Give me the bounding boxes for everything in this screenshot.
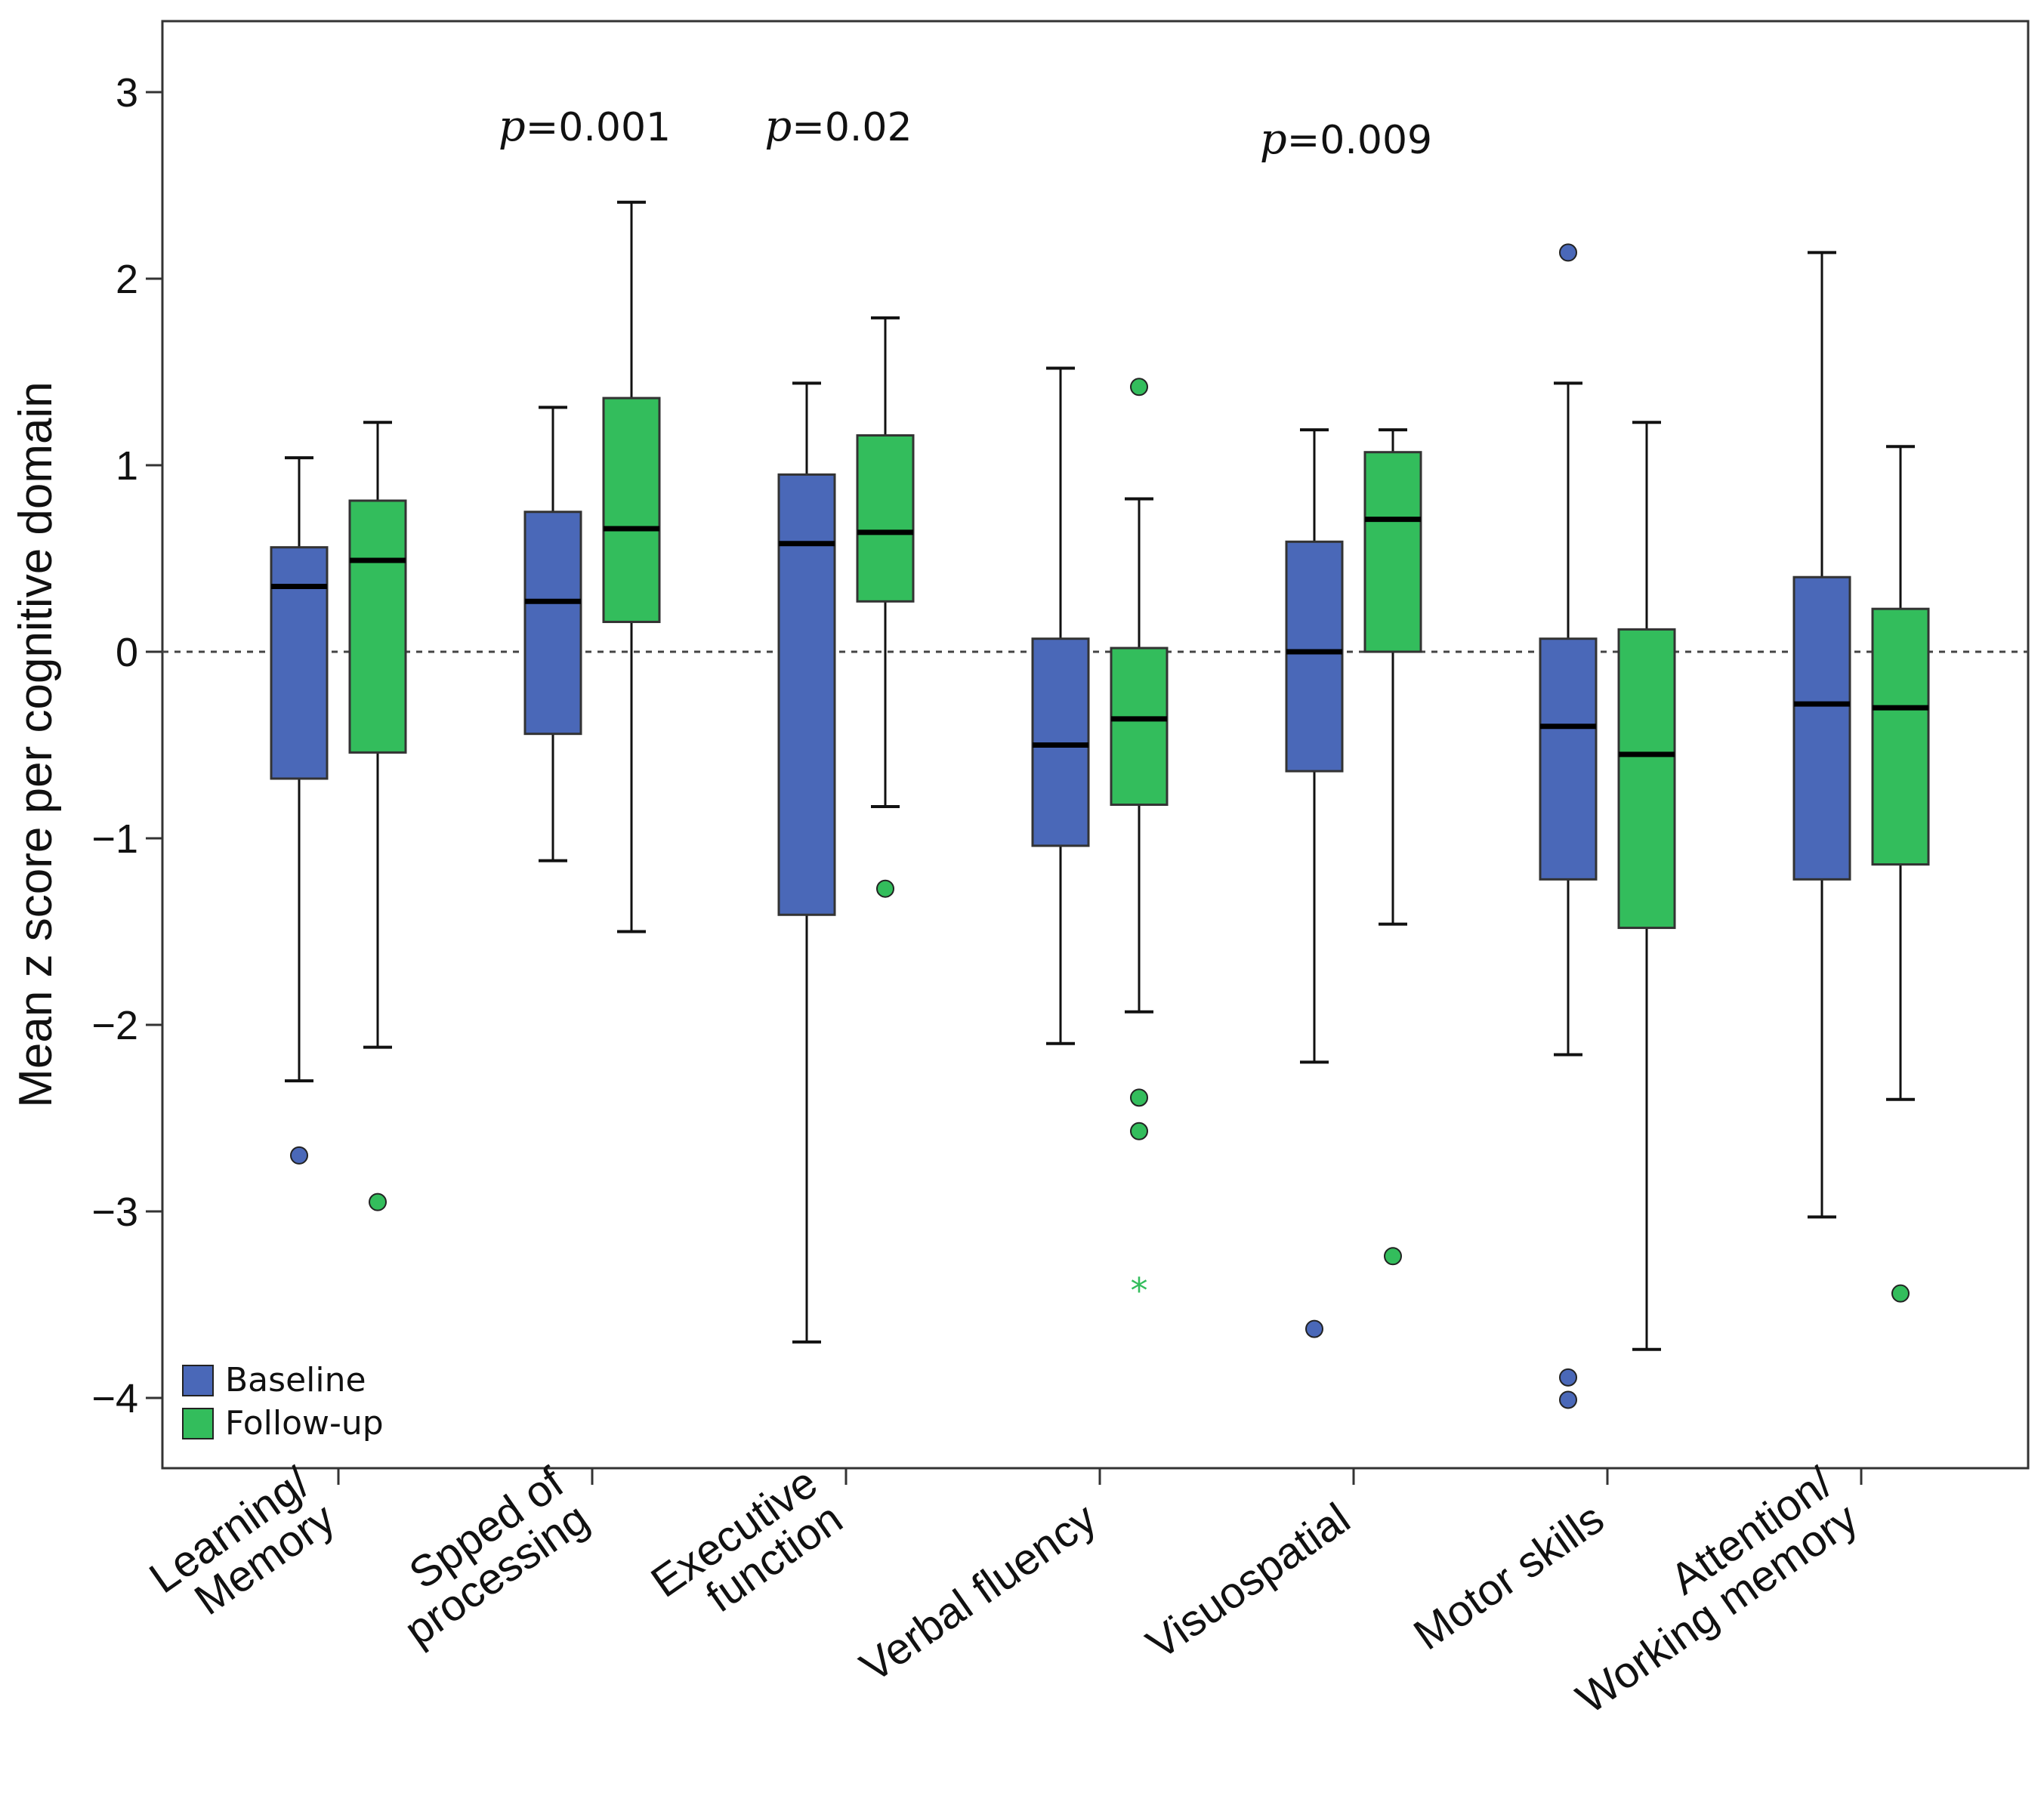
box-iqr bbox=[270, 546, 329, 780]
outlier-point bbox=[1559, 243, 1577, 262]
x-tick-label-group: Visuospatial bbox=[1138, 1494, 1359, 1669]
box-followup-6 bbox=[1871, 445, 1930, 1303]
box-iqr bbox=[348, 499, 407, 754]
x-tick-label: Motor skills bbox=[1405, 1494, 1613, 1660]
p-value-annotation: p=0.001 bbox=[499, 102, 671, 151]
extreme-point: * bbox=[1131, 1270, 1148, 1311]
box-followup-4 bbox=[1363, 428, 1422, 1266]
legend: Baseline Follow-up bbox=[182, 1361, 384, 1443]
x-tick-label-group: Motor skills bbox=[1405, 1494, 1613, 1660]
p-value: =0.02 bbox=[792, 105, 912, 150]
outlier-point bbox=[290, 1146, 308, 1165]
box-iqr bbox=[523, 511, 582, 736]
box-iqr bbox=[1617, 628, 1676, 930]
y-tick-label: −2 bbox=[91, 1003, 138, 1048]
box-followup-0 bbox=[348, 421, 407, 1211]
y-tick-label: 2 bbox=[116, 257, 138, 302]
box-baseline-6 bbox=[1792, 251, 1851, 1219]
box-followup-3: * bbox=[1110, 378, 1169, 1311]
box-iqr bbox=[1285, 540, 1344, 773]
y-axis-label: Mean z score per cognitive domain bbox=[10, 381, 62, 1107]
outlier-point bbox=[369, 1193, 387, 1211]
outlier-point bbox=[1130, 378, 1148, 397]
x-tick-label-group: Learning/Memory bbox=[140, 1458, 344, 1625]
y-tick-label: −4 bbox=[91, 1376, 138, 1421]
legend-swatch-baseline bbox=[182, 1365, 214, 1396]
p-value-annotation: p=0.02 bbox=[764, 102, 912, 151]
outlier-point bbox=[1305, 1319, 1323, 1338]
y-tick-label: −1 bbox=[91, 816, 138, 862]
outlier-point bbox=[1130, 1122, 1148, 1140]
legend-label-baseline: Baseline bbox=[225, 1361, 366, 1399]
y-tick-label: 3 bbox=[116, 70, 138, 116]
box-baseline-2 bbox=[777, 381, 836, 1344]
outlier-point bbox=[1559, 1368, 1577, 1387]
x-tick-label: Verbal fluency bbox=[851, 1494, 1105, 1692]
x-tick-label: Visuospatial bbox=[1138, 1494, 1359, 1669]
x-tick-label-group: Attention/Working memory bbox=[1567, 1458, 1866, 1723]
box-iqr bbox=[777, 473, 836, 916]
box-iqr bbox=[1539, 637, 1598, 881]
box-followup-1 bbox=[602, 200, 661, 933]
outlier-point bbox=[1891, 1284, 1910, 1303]
box-baseline-4 bbox=[1285, 428, 1344, 1338]
plot-frame bbox=[161, 20, 2030, 1470]
box-iqr bbox=[1110, 646, 1169, 807]
boxes-layer: * bbox=[270, 200, 1930, 1409]
box-baseline-5 bbox=[1539, 243, 1598, 1409]
p-value: =0.009 bbox=[1287, 118, 1432, 163]
legend-label-followup: Follow-up bbox=[225, 1404, 384, 1443]
outlier-point bbox=[1384, 1247, 1402, 1266]
box-iqr bbox=[856, 434, 915, 603]
p-symbol: p bbox=[764, 102, 792, 151]
box-followup-5 bbox=[1617, 421, 1676, 1351]
outlier-point bbox=[1559, 1390, 1577, 1409]
annotations-layer: p=0.001 p=0.02 p=0.009 bbox=[499, 102, 1432, 164]
p-value: =0.001 bbox=[526, 105, 671, 150]
box-iqr bbox=[1871, 607, 1930, 866]
p-symbol: p bbox=[499, 102, 526, 151]
box-baseline-0 bbox=[270, 456, 329, 1165]
box-iqr bbox=[1792, 575, 1851, 881]
p-value-annotation: p=0.009 bbox=[1260, 115, 1432, 164]
outlier-point bbox=[876, 879, 894, 898]
outlier-point bbox=[1130, 1088, 1148, 1107]
y-tick-label: 0 bbox=[116, 630, 138, 675]
box-iqr bbox=[602, 397, 661, 623]
box-followup-2 bbox=[856, 316, 915, 898]
box-iqr bbox=[1363, 451, 1422, 653]
box-baseline-1 bbox=[523, 406, 582, 862]
box-baseline-3 bbox=[1031, 366, 1090, 1045]
y-tick-label: 1 bbox=[116, 443, 138, 489]
box-iqr bbox=[1031, 637, 1090, 847]
p-symbol: p bbox=[1260, 115, 1287, 164]
legend-swatch-followup bbox=[182, 1408, 214, 1439]
x-tick-label-group: Verbal fluency bbox=[851, 1494, 1105, 1692]
y-tick-label: −3 bbox=[91, 1190, 138, 1235]
